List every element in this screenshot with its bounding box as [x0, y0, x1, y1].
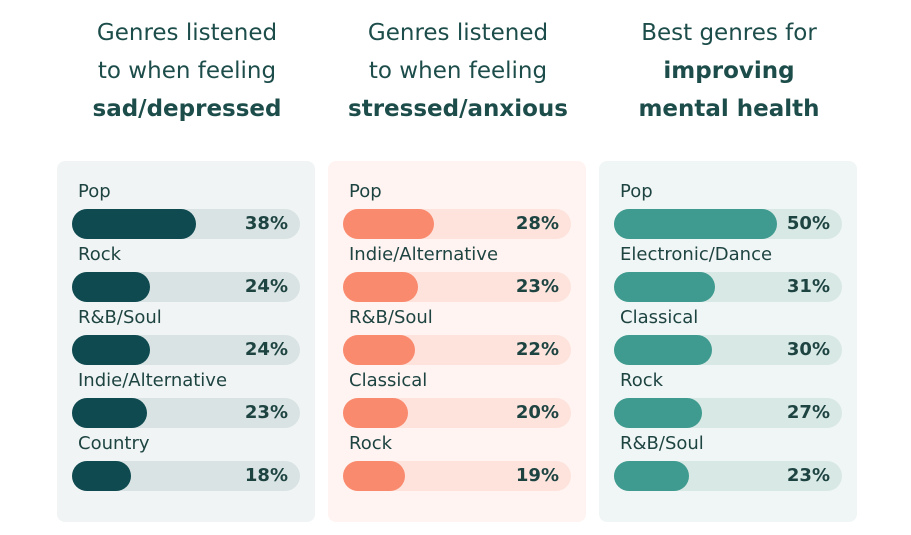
bar: [72, 398, 147, 428]
bar-track: 31%: [614, 272, 842, 302]
category-label: R&B/Soul: [620, 433, 704, 454]
bar-row: Country 18%: [72, 413, 302, 491]
value-label: 31%: [786, 276, 830, 297]
bar-track: 22%: [343, 335, 571, 365]
bar-track: 20%: [343, 398, 571, 428]
bar-track: 50%: [614, 209, 842, 239]
value-label: 50%: [786, 213, 830, 234]
bar-track: 23%: [343, 272, 571, 302]
bar-track: 28%: [343, 209, 571, 239]
category-label: R&B/Soul: [349, 307, 433, 328]
value-label: 27%: [786, 402, 830, 423]
bar-row: Pop 38%: [72, 161, 302, 239]
category-label: Rock: [78, 244, 122, 265]
value-label: 24%: [244, 339, 288, 360]
bar-track: 24%: [72, 272, 300, 302]
category-label: Rock: [349, 433, 393, 454]
category-label: Rock: [620, 370, 664, 391]
chart-title: Genres listened to when feeling stressed…: [328, 14, 588, 128]
value-label: 18%: [244, 465, 288, 486]
bar: [343, 398, 408, 428]
bar: [614, 335, 712, 365]
bar-track: 23%: [614, 461, 842, 491]
bar-track: 38%: [72, 209, 300, 239]
category-label: Indie/Alternative: [349, 244, 499, 265]
title-bold-line-2: mental health: [638, 96, 820, 122]
bar-row: R&B/Soul 24%: [72, 287, 302, 365]
category-label: R&B/Soul: [78, 307, 162, 328]
category-label: Pop: [78, 181, 111, 202]
bar-row: Pop 50%: [614, 161, 844, 239]
value-label: 30%: [786, 339, 830, 360]
bar-row: R&B/Soul 22%: [343, 287, 573, 365]
bar: [614, 461, 689, 491]
bar-track: 23%: [72, 398, 300, 428]
bar-row: Indie/Alternative 23%: [343, 224, 573, 302]
bar-row: Rock 24%: [72, 224, 302, 302]
title-line-1: Best genres for: [641, 20, 817, 46]
category-label: Indie/Alternative: [78, 370, 228, 391]
bar: [614, 398, 702, 428]
bar-track: 24%: [72, 335, 300, 365]
value-label: 24%: [244, 276, 288, 297]
bar-track: 27%: [614, 398, 842, 428]
value-label: 28%: [515, 213, 559, 234]
bar-track: 30%: [614, 335, 842, 365]
bar-row: R&B/Soul 23%: [614, 413, 844, 491]
chart-title: Genres listened to when feeling sad/depr…: [57, 14, 317, 128]
bar-row: Classical 30%: [614, 287, 844, 365]
bar-track: 18%: [72, 461, 300, 491]
bar-row: Rock 27%: [614, 350, 844, 428]
category-label: Country: [78, 433, 150, 454]
title-bold-line: sad/depressed: [92, 96, 282, 122]
value-label: 22%: [515, 339, 559, 360]
bar-row: Classical 20%: [343, 350, 573, 428]
value-label: 19%: [515, 465, 559, 486]
bar: [343, 335, 415, 365]
title-line-1: Genres listened: [96, 20, 278, 46]
title-bold-line-1: improving: [663, 58, 795, 84]
category-label: Pop: [349, 181, 382, 202]
title-line-2: to when feeling: [368, 58, 548, 84]
value-label: 23%: [244, 402, 288, 423]
title-line-2: to when feeling: [97, 58, 277, 84]
bar: [343, 272, 418, 302]
value-label: 38%: [244, 213, 288, 234]
chart-title: Best genres for improving mental health: [599, 14, 859, 128]
category-label: Electronic/Dance: [620, 244, 773, 265]
bar-row: Indie/Alternative 23%: [72, 350, 302, 428]
title-line-1: Genres listened: [367, 20, 549, 46]
bar-row: Rock 19%: [343, 413, 573, 491]
bar-row: Pop 28%: [343, 161, 573, 239]
category-label: Classical: [349, 370, 428, 391]
bar: [72, 335, 150, 365]
value-label: 23%: [786, 465, 830, 486]
bar: [614, 272, 715, 302]
bar: [343, 209, 434, 239]
category-label: Pop: [620, 181, 653, 202]
value-label: 20%: [515, 402, 559, 423]
bar: [72, 272, 150, 302]
bar-row: Electronic/Dance 31%: [614, 224, 844, 302]
bar: [343, 461, 405, 491]
value-label: 23%: [515, 276, 559, 297]
bar: [614, 209, 777, 239]
title-bold-line: stressed/anxious: [348, 96, 568, 122]
bar-track: 19%: [343, 461, 571, 491]
bar: [72, 461, 131, 491]
bar: [72, 209, 196, 239]
category-label: Classical: [620, 307, 699, 328]
